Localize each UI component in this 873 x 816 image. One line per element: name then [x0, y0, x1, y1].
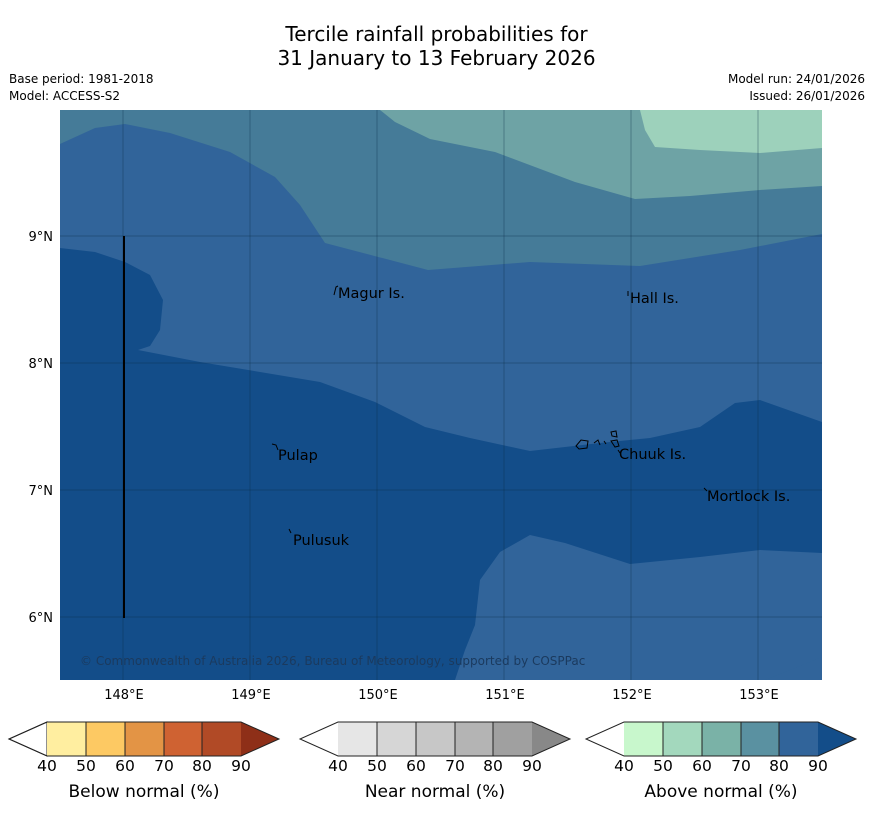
- map-area[interactable]: Magur Is. Hall Is. Pulap Chuuk Is. Mortl…: [60, 110, 822, 680]
- lat-label-8: 8°N: [29, 357, 54, 372]
- map-title: Tercile rainfall probabilities for 31 Ja…: [0, 22, 873, 70]
- near-tick-50: 50: [367, 757, 387, 775]
- below-swatch-5: [202, 722, 241, 756]
- near-swatch-5: [493, 722, 532, 756]
- island-mortlock: [703, 487, 708, 492]
- meta-left: Base period: 1981-2018 Model: ACCESS-S2: [9, 71, 154, 105]
- near-legend-title: Near normal (%): [365, 782, 505, 802]
- above-swatch-4: [741, 722, 779, 756]
- above-swatch-5: [779, 722, 818, 756]
- island-magur: [333, 285, 339, 296]
- base-period: Base period: 1981-2018: [9, 72, 154, 86]
- lat-label-7: 7°N: [29, 484, 54, 499]
- below-tick-90: 90: [231, 757, 251, 775]
- lon-label-150: 150°E: [358, 688, 398, 703]
- island-chuuk-east: [593, 430, 621, 454]
- above-tick-90: 90: [808, 757, 828, 775]
- model-run: Model run: 24/01/2026: [727, 72, 865, 86]
- model-name: Model: ACCESS-S2: [9, 89, 121, 103]
- above-under-arrow: [586, 722, 624, 756]
- place-magur: Magur Is.: [338, 286, 405, 302]
- copyright-notice: © Commonwealth of Australia 2026, Bureau…: [80, 654, 585, 668]
- above-tick-60: 60: [692, 757, 712, 775]
- place-mortlock: Mortlock Is.: [707, 489, 790, 505]
- island-outlines: [271, 285, 708, 534]
- above-tick-40: 40: [614, 757, 634, 775]
- near-tick-60: 60: [406, 757, 426, 775]
- below-swatch-2: [86, 722, 125, 756]
- lon-label-152: 152°E: [612, 688, 652, 703]
- prob-band-80-90: [60, 248, 822, 680]
- title-line-1: Tercile rainfall probabilities for: [285, 22, 588, 46]
- near-tick-90: 90: [522, 757, 542, 775]
- island-chuuk-west: [575, 439, 589, 450]
- below-tick-60: 60: [115, 757, 135, 775]
- near-swatch-2: [377, 722, 416, 756]
- above-legend-title: Above normal (%): [644, 782, 797, 802]
- below-swatch-4: [164, 722, 202, 756]
- place-pulusuk: Pulusuk: [293, 533, 350, 549]
- place-chuuk: Chuuk Is.: [619, 447, 686, 463]
- island-pulap: [271, 443, 279, 451]
- legend-below-normal: 40 50 60 70 80 90 Below normal (%): [7, 721, 281, 802]
- near-tick-40: 40: [328, 757, 348, 775]
- near-tick-70: 70: [445, 757, 465, 775]
- below-swatch-3: [125, 722, 164, 756]
- title-line-2: 31 January to 13 February 2026: [277, 46, 596, 70]
- prob-band-corner: [765, 657, 822, 680]
- below-tick-80: 80: [192, 757, 212, 775]
- near-under-arrow: [300, 722, 338, 756]
- place-hall: Hall Is.: [630, 291, 679, 307]
- prob-band-40-50: [640, 110, 822, 153]
- near-swatch-4: [455, 722, 493, 756]
- near-over-arrow: [532, 722, 570, 756]
- near-swatch-3: [416, 722, 455, 756]
- below-over-arrow: [241, 722, 279, 756]
- lat-label-9: 9°N: [29, 230, 54, 245]
- above-swatch-3: [702, 722, 741, 756]
- lat-axis: 9°N 8°N 7°N 6°N: [29, 230, 54, 626]
- below-tick-40: 40: [37, 757, 57, 775]
- near-tick-80: 80: [483, 757, 503, 775]
- above-swatch-1: [624, 722, 663, 756]
- issued-date: Issued: 26/01/2026: [749, 89, 865, 103]
- lon-label-148: 148°E: [104, 688, 144, 703]
- above-tick-50: 50: [653, 757, 673, 775]
- lon-label-151: 151°E: [485, 688, 525, 703]
- above-over-arrow: [818, 722, 856, 756]
- place-pulap: Pulap: [278, 448, 318, 464]
- below-legend-title: Below normal (%): [69, 782, 220, 802]
- below-swatch-1: [47, 722, 86, 756]
- below-under-arrow: [7, 721, 48, 757]
- above-swatch-2: [663, 722, 702, 756]
- near-swatch-1: [338, 722, 377, 756]
- below-tick-50: 50: [76, 757, 96, 775]
- lon-label-149: 149°E: [231, 688, 271, 703]
- above-tick-70: 70: [731, 757, 751, 775]
- island-pulusuk: [288, 528, 292, 534]
- lat-label-6: 6°N: [29, 611, 54, 626]
- above-tick-80: 80: [769, 757, 789, 775]
- below-tick-70: 70: [154, 757, 174, 775]
- legend-near-normal: 40 50 60 70 80 90 Near normal (%): [298, 721, 572, 802]
- legend-above-normal: 40 50 60 70 80 90 Above normal (%): [584, 721, 858, 802]
- lon-axis: 148°E 149°E 150°E 151°E 152°E 153°E: [104, 688, 779, 703]
- lon-label-153: 153°E: [739, 688, 779, 703]
- meta-right: Model run: 24/01/2026 Issued: 26/01/2026: [728, 71, 865, 105]
